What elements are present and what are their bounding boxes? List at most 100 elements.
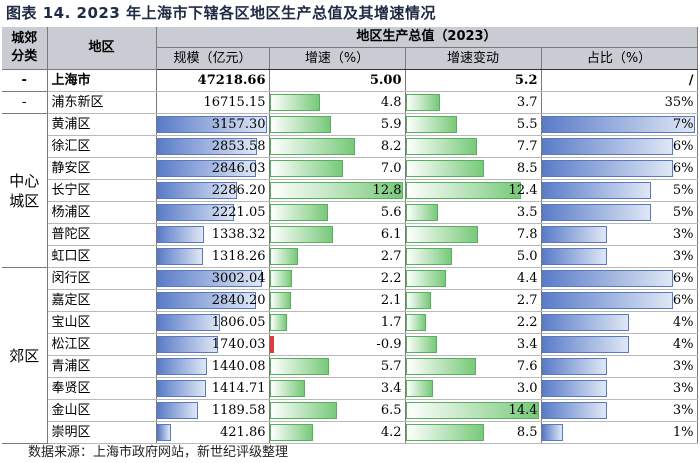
share-cell-value: 1% xyxy=(672,424,694,440)
scale-cell-value: 1318.26 xyxy=(211,248,266,264)
change-cell: 7.8 xyxy=(405,223,542,246)
change-cell: 7.6 xyxy=(405,355,542,378)
table-row: - 上海市 47218.66 5.00 5.2 / xyxy=(2,69,698,92)
growth-cell: 4.2 xyxy=(269,421,406,444)
growth-cell-bar xyxy=(269,314,288,331)
share-cell-value: 6% xyxy=(672,270,694,286)
scale-cell-value: 47218.66 xyxy=(197,72,266,88)
change-cell: 14.4 xyxy=(405,399,542,422)
change-cell: 2.2 xyxy=(405,311,542,334)
share-cell: 3% xyxy=(541,355,698,378)
scale-cell: 2853.58 xyxy=(156,135,270,158)
header-scale: 规模（亿元） xyxy=(156,47,270,70)
district-name: 杨浦区 xyxy=(47,201,157,224)
table-row: 长宁区 2286.20 12.8 12.4 5% xyxy=(2,179,698,202)
growth-cell: 6.1 xyxy=(269,223,406,246)
table-row: 杨浦区 2221.05 5.6 3.5 5% xyxy=(2,201,698,224)
growth-cell-bar xyxy=(269,248,298,265)
growth-cell-value: 2.1 xyxy=(380,292,402,308)
change-cell: 3.5 xyxy=(405,201,542,224)
growth-cell: 2.7 xyxy=(269,245,406,268)
scale-cell: 2840.20 xyxy=(156,289,270,312)
scale-cell-bar xyxy=(156,336,218,353)
category-cell: - xyxy=(2,69,48,92)
scale-cell-value: 1440.08 xyxy=(211,358,266,374)
growth-cell: 5.6 xyxy=(269,201,406,224)
gdp-table: 城郊分类 地区 地区生产总值（2023） 规模（亿元） 增速（%） 增速变动 占… xyxy=(2,27,698,444)
change-cell: 8.5 xyxy=(405,157,542,180)
category-label: 中心城区 xyxy=(9,171,40,210)
change-cell-value: 3.0 xyxy=(516,380,538,396)
growth-cell: 6.5 xyxy=(269,399,406,422)
growth-cell-bar xyxy=(269,292,292,309)
scale-cell: 2846.03 xyxy=(156,157,270,180)
source-note: 数据来源：上海市政府网站，新世纪评级整理 xyxy=(28,445,289,460)
share-cell-bar xyxy=(541,358,608,375)
growth-cell: 2.2 xyxy=(269,267,406,290)
table-row: - 浦东新区 16715.15 4.8 3.7 35% xyxy=(2,91,698,114)
share-cell: / xyxy=(541,69,698,92)
change-cell-bar xyxy=(405,116,457,133)
scale-cell: 2221.05 xyxy=(156,201,270,224)
district-name: 崇明区 xyxy=(47,421,157,444)
growth-cell-value: 8.2 xyxy=(380,138,402,154)
growth-cell-bar xyxy=(269,138,356,155)
scale-cell-bar xyxy=(156,116,268,133)
category-cell: - xyxy=(2,91,48,114)
scale-cell-bar xyxy=(156,358,208,375)
share-cell: 3% xyxy=(541,399,698,422)
scale-cell: 16715.15 xyxy=(156,91,270,114)
change-cell: 5.0 xyxy=(405,245,542,268)
table-row: 郊区 闵行区 3002.04 2.2 4.4 6% xyxy=(2,267,698,444)
share-cell-bar xyxy=(541,182,652,199)
scale-cell-value: 1806.05 xyxy=(211,314,266,330)
change-cell: 7.7 xyxy=(405,135,542,158)
growth-cell: 5.9 xyxy=(269,113,406,136)
change-cell-bar xyxy=(405,248,452,265)
share-cell-bar xyxy=(541,270,673,287)
table-row: 奉贤区 1414.71 3.4 3.0 3% xyxy=(2,377,698,400)
category-label: 郊区 xyxy=(9,346,40,365)
change-cell-value: 5.0 xyxy=(516,248,538,264)
district-name: 青浦区 xyxy=(47,355,157,378)
share-cell-bar xyxy=(541,314,630,331)
table-row: 静安区 2846.03 7.0 8.5 6% xyxy=(2,157,698,180)
change-cell: 5.2 xyxy=(405,69,542,92)
growth-cell: 5.00 xyxy=(269,69,406,92)
change-cell-value: 12.4 xyxy=(508,182,538,198)
share-cell-bar xyxy=(541,402,608,419)
change-cell-bar xyxy=(405,204,438,221)
change-cell: 12.4 xyxy=(405,179,542,202)
change-cell: 4.4 xyxy=(405,267,542,290)
growth-cell: 5.7 xyxy=(269,355,406,378)
share-cell-value: 5% xyxy=(672,204,694,220)
share-cell-bar xyxy=(541,226,608,243)
share-cell-value: 3% xyxy=(672,226,694,242)
growth-cell-value: 1.7 xyxy=(380,314,402,330)
share-cell-bar xyxy=(541,248,608,265)
district-name: 普陀区 xyxy=(47,223,157,246)
share-cell: 4% xyxy=(541,333,698,356)
share-cell-value: 35% xyxy=(664,94,694,110)
share-cell: 3% xyxy=(541,377,698,400)
district-name: 金山区 xyxy=(47,399,157,422)
change-cell-value: 7.7 xyxy=(516,138,538,154)
change-cell-bar xyxy=(405,270,447,287)
table-row: 中心城区 黄浦区 3157.30 5.9 5.5 7% xyxy=(2,113,698,268)
growth-cell-bar xyxy=(269,94,320,111)
scale-cell-bar xyxy=(156,402,199,419)
scale-cell-value: 1414.71 xyxy=(211,380,266,396)
share-cell: 35% xyxy=(541,91,698,114)
share-cell-bar xyxy=(541,116,695,133)
district-name: 黄浦区 xyxy=(47,113,157,136)
growth-cell-value: 5.00 xyxy=(369,72,402,88)
table-row: 嘉定区 2840.20 2.1 2.7 6% xyxy=(2,289,698,312)
share-cell-value: 3% xyxy=(672,380,694,396)
growth-cell-bar xyxy=(269,182,404,199)
share-cell-bar xyxy=(541,292,673,309)
share-cell: 6% xyxy=(541,135,698,158)
growth-cell-value: 7.0 xyxy=(380,160,402,176)
change-cell-bar xyxy=(405,358,477,375)
share-cell-value: 3% xyxy=(672,402,694,418)
growth-cell: 1.7 xyxy=(269,311,406,334)
